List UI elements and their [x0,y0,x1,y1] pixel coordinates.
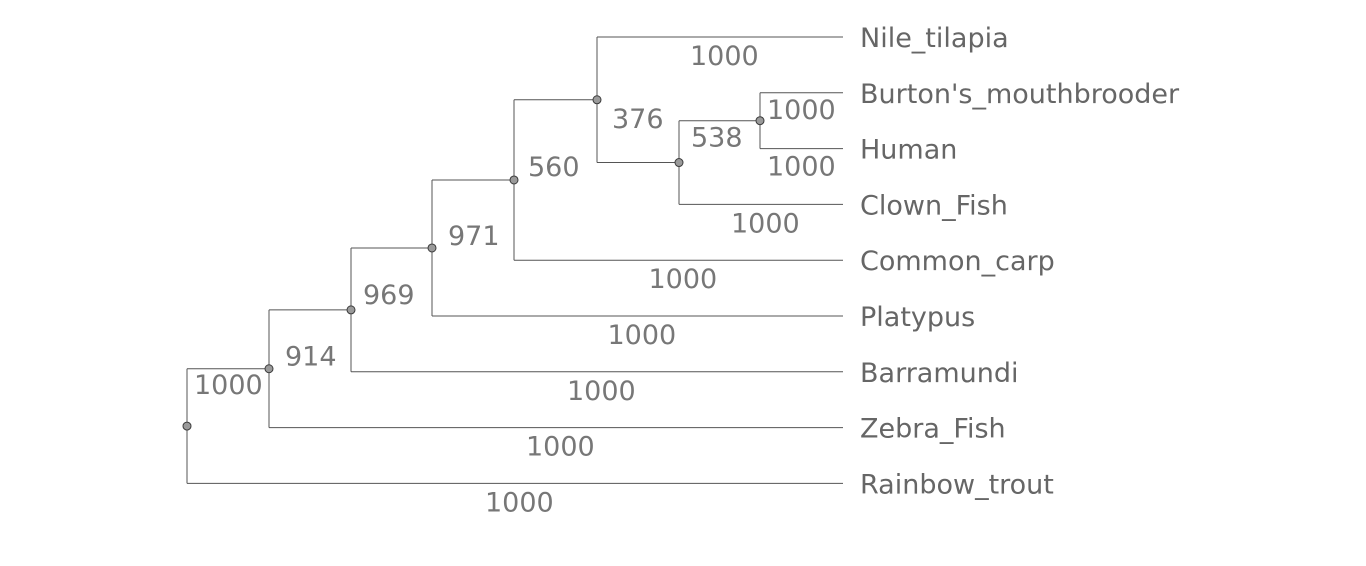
node-support-n_zebra_group: 914 [285,342,337,373]
node-dot-n_zebra_group [264,364,274,374]
leaf-label-clown: Clown_Fish [860,190,1008,221]
branch-support-trout: 1000 [485,487,554,518]
branch-support-nile: 1000 [690,41,759,72]
node-dot-n_carp_group [509,175,519,185]
branch-support-clown: 1000 [731,208,800,239]
branch-support-burton: 1000 [767,95,836,126]
node-support-n_carp_group: 560 [528,152,580,183]
node-dot-n_platypus_group [427,243,437,253]
branch-support-barramundi: 1000 [567,376,636,407]
leaf-label-human: Human [860,135,957,166]
leaf-label-carp: Common_carp [860,246,1055,277]
branch-support-zebra: 1000 [526,432,595,463]
node-support-n_platypus_group: 971 [448,221,500,252]
branch-support-platypus: 1000 [608,320,677,351]
leaf-label-barramundi: Barramundi [860,358,1019,389]
node-dot-root [182,421,192,431]
leaf-label-zebra: Zebra_Fish [860,414,1006,445]
node-support-root: 1000 [194,370,263,401]
leaf-label-trout: Rainbow_trout [860,469,1054,500]
branch-support-human: 1000 [767,152,836,183]
node-support-n_barra_group: 969 [363,280,415,311]
node-dot-n_burton_human [755,116,765,126]
leaf-label-nile: Nile_tilapia [860,23,1009,54]
node-support-n_clown_group: 538 [691,123,743,154]
node-dot-n_nile_group [592,95,602,105]
node-dot-n_clown_group [674,158,684,168]
node-dot-n_barra_group [346,305,356,315]
leaf-label-platypus: Platypus [860,302,975,333]
leaf-label-burton: Burton's_mouthbrooder [860,79,1180,110]
branch-support-carp: 1000 [649,264,718,295]
node-support-n_nile_group: 376 [612,104,664,135]
